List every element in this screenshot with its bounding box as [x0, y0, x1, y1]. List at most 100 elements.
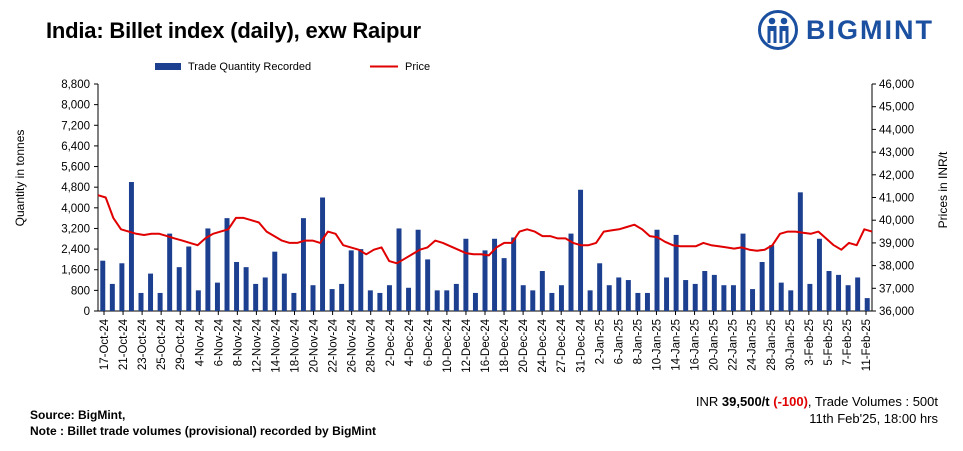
quantity-bar — [367, 290, 373, 311]
quantity-bar — [625, 280, 631, 311]
price-prefix: INR — [695, 394, 722, 409]
y-axis-title-right: Prices in INR/t — [936, 151, 950, 228]
quantity-bar — [587, 290, 593, 311]
quantity-bar — [664, 277, 670, 311]
quantity-bar — [100, 260, 106, 311]
quantity-bar — [606, 285, 612, 311]
quantity-bar — [377, 292, 383, 311]
quantity-bar — [778, 282, 784, 312]
y-tick-label: 1,600 — [61, 265, 90, 277]
quantity-bar — [788, 290, 794, 311]
quantity-bar — [329, 289, 335, 311]
quantity-bar — [816, 238, 822, 311]
quantity-bar — [453, 283, 459, 311]
x-tick-label: 12-Nov-24 — [251, 318, 263, 372]
quantity-bar — [195, 290, 201, 311]
x-tick-label: 18-Nov-24 — [290, 318, 302, 372]
y-tick-label: 5,600 — [61, 162, 90, 174]
price-line-series — [97, 194, 873, 265]
x-tick-label: 8-Nov-24 — [232, 318, 244, 366]
y2-tick-label: 44,000 — [879, 124, 914, 136]
quantity-bar — [721, 285, 727, 311]
x-tick-label: 14-Nov-24 — [270, 318, 282, 372]
quantity-bar — [224, 218, 230, 311]
x-tick-label: 12-Dec-24 — [461, 318, 473, 372]
x-tick-label: 22-Jan-25 — [728, 319, 740, 371]
y2-tick-label: 36,000 — [879, 306, 914, 318]
quantity-bar — [855, 277, 861, 311]
quantity-bar — [205, 228, 211, 311]
y-tick-label: 6,400 — [61, 141, 90, 153]
quantity-bar — [291, 292, 297, 311]
quantity-bar — [109, 283, 115, 311]
quantity-bar — [243, 267, 249, 311]
x-tick-label: 5-Feb-25 — [823, 319, 835, 366]
quantity-bar — [711, 274, 717, 311]
quantity-bar — [759, 261, 765, 311]
x-tick-label: 4-Dec-24 — [404, 318, 416, 366]
quantity-bar — [425, 259, 431, 311]
quantity-bar — [750, 289, 756, 311]
quantity-bar — [845, 285, 851, 311]
quantity-bar — [511, 237, 517, 311]
x-tick-label: 22-Nov-24 — [328, 318, 340, 372]
x-tick-label: 21-Oct-24 — [118, 318, 130, 370]
legend-bar-label: Trade Quantity Recorded — [188, 61, 311, 73]
quantity-bar — [300, 218, 306, 311]
y-tick-label: 800 — [71, 285, 90, 297]
x-tick-label: 10-Dec-24 — [442, 318, 454, 372]
x-tick-label: 30-Jan-25 — [785, 319, 797, 371]
y-tick-label: 8,000 — [61, 100, 90, 112]
bar-series — [100, 182, 870, 312]
y-tick-label: 4,000 — [61, 203, 90, 215]
brand-name: BIGMINT — [806, 14, 934, 45]
x-tick-label: 8-Jan-25 — [632, 319, 644, 364]
y-axis-title-left: Quantity in tonnes — [13, 130, 27, 227]
quantity-bar — [167, 233, 173, 311]
quantity-bar — [272, 251, 278, 311]
y-tick-label: 8,800 — [61, 79, 90, 91]
quantity-bar — [119, 263, 125, 311]
x-tick-label: 31-Dec-24 — [575, 318, 587, 372]
y2-tick-label: 41,000 — [879, 193, 914, 205]
x-tick-label: 20-Jan-25 — [709, 319, 721, 371]
quantity-bar — [472, 292, 478, 311]
quantity-bar — [444, 290, 450, 311]
y-tick-label: 2,400 — [61, 244, 90, 256]
x-tick-label: 27-Dec-24 — [556, 318, 568, 372]
x-tick-label: 24-Jan-25 — [747, 319, 759, 371]
y2-tick-label: 43,000 — [879, 147, 914, 159]
quantity-bar — [807, 283, 813, 311]
y2-tick-label: 46,000 — [879, 79, 914, 91]
quantity-bar — [826, 271, 832, 311]
x-tick-label: 6-Nov-24 — [213, 318, 225, 366]
quantity-bar — [836, 274, 842, 311]
axes: 0 800 1,600 2,400 3,200 4,000 4,800 5,600 6,400 7… — [61, 79, 914, 373]
quantity-bar — [320, 197, 326, 311]
price-summary: INR 39,500/t (-100), Trade Volumes : 500… — [696, 394, 938, 409]
quantity-bar — [138, 292, 144, 311]
x-tick-label: 20-Dec-24 — [518, 318, 530, 372]
quantity-bar — [434, 290, 440, 311]
brand-logo: BIGMINT — [758, 10, 934, 50]
quantity-bar — [310, 285, 316, 311]
quantity-bar — [176, 267, 182, 311]
y-tick-label: 4,800 — [61, 182, 90, 194]
legend-line-label: Price — [405, 61, 430, 73]
x-tick-label: 11-Feb-25 — [861, 319, 873, 371]
y-tick-label: 7,200 — [61, 120, 90, 132]
quantity-bar — [396, 228, 402, 311]
y2-tick-label: 39,000 — [879, 238, 914, 250]
y-tick-label: 0 — [84, 306, 90, 318]
quantity-bar — [281, 273, 287, 311]
quantity-bar — [482, 250, 488, 311]
quantity-bar — [797, 192, 803, 311]
x-tick-label: 28-Nov-24 — [366, 318, 378, 372]
quantity-bar — [415, 229, 421, 311]
x-tick-label: 17-Oct-24 — [99, 318, 111, 370]
quantity-bar — [549, 292, 555, 311]
quantity-bar — [769, 245, 775, 311]
quantity-bar — [348, 250, 354, 311]
source-text: Source: BigMint, — [30, 408, 126, 422]
x-tick-label: 24-Dec-24 — [537, 318, 549, 372]
